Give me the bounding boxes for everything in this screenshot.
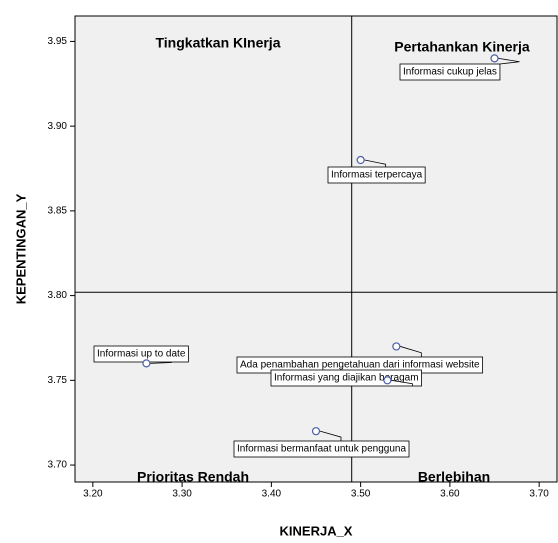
leader-line (400, 346, 422, 357)
quadrant-label: Prioritas Rendah (137, 469, 249, 485)
leader-line (391, 379, 413, 386)
point (356, 155, 365, 165)
y-tick-label: 3.75 (48, 375, 68, 386)
x-tick-label: 3.20 (83, 489, 103, 500)
x-tick-label: 3.60 (440, 489, 460, 500)
quadrant-label: Tingkatkan KInerja (155, 35, 280, 51)
point-label: Informasi yang diajikan beragam (274, 373, 419, 384)
point (490, 54, 499, 63)
leader-line (319, 430, 342, 441)
point (142, 359, 151, 368)
x-tick-label: 3.50 (351, 489, 371, 500)
y-tick-label: 3.95 (48, 36, 68, 47)
point (383, 376, 392, 385)
label-box (233, 440, 410, 458)
point-label: Informasi cukup jelas (403, 67, 497, 78)
y-tick-label: 3.85 (48, 206, 68, 217)
point (392, 342, 401, 351)
quadrant-label: Pertahankan Kinerja (394, 39, 530, 55)
leader-line (150, 362, 172, 364)
x-tick-label: 3.70 (529, 489, 549, 500)
leader-line (498, 57, 520, 65)
plot-area (74, 15, 558, 483)
point-label: Informasi up to date (97, 349, 186, 360)
label-box (93, 345, 189, 363)
leader-line (364, 159, 387, 167)
y-tick-label: 3.90 (48, 121, 68, 132)
y-tick-label: 3.80 (48, 290, 68, 301)
point-label: Informasi bermanfaat untuk pengguna (237, 444, 406, 455)
label-box (327, 166, 426, 184)
point (311, 427, 321, 436)
point-label: Ada penambahan pengetahuan dari informas… (240, 360, 480, 371)
x-axis-label: KINERJA_X (280, 523, 353, 538)
quadrant-label: Berlebihan (418, 469, 490, 485)
x-tick-label: 3.30 (172, 489, 192, 500)
y-axis-label: KEPENTINGAN_Y (13, 193, 28, 304)
y-tick-label: 3.70 (48, 460, 68, 471)
label-box (399, 63, 501, 81)
point-label: Informasi terpercaya (331, 170, 423, 181)
x-tick-label: 3.40 (262, 489, 282, 500)
